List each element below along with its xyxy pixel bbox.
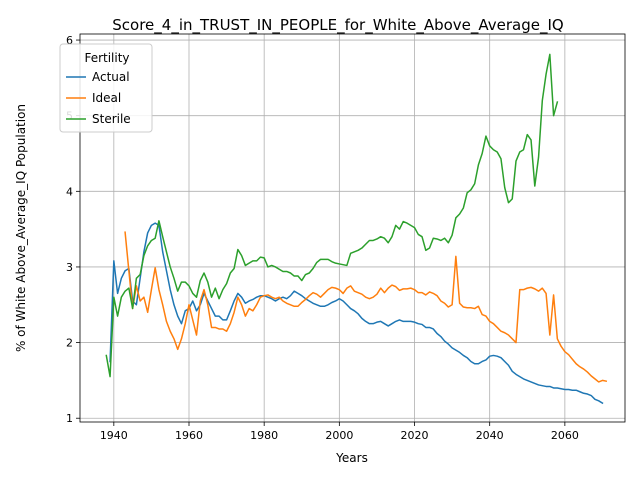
legend-label-actual: Actual <box>92 70 130 84</box>
series-line-actual <box>109 222 604 405</box>
plot-frame <box>79 33 626 423</box>
series-line-sterile <box>105 53 559 378</box>
x-tick-label: 2060 <box>551 429 579 442</box>
y-axis-label: % of White Above_Average_IQ Population <box>14 104 28 352</box>
y-tick-label: 1 <box>66 412 73 425</box>
x-tick-label: 2040 <box>476 429 504 442</box>
legend-title: Fertility <box>84 51 129 65</box>
legend-entries: Actual Ideal Sterile <box>66 70 131 126</box>
x-tick-label: 1940 <box>100 429 128 442</box>
legend-label-ideal: Ideal <box>92 91 121 105</box>
x-tick-label: 1960 <box>175 429 203 442</box>
x-tick-label: 2020 <box>401 429 429 442</box>
y-tick-label: 6 <box>66 34 73 47</box>
x-axis-label: Years <box>335 451 368 465</box>
y-tick-label: 2 <box>66 337 73 350</box>
y-tick-label: 3 <box>66 261 73 274</box>
y-tick-label: 4 <box>66 185 73 198</box>
axis-ticks: 1940196019802000202020402060123456 <box>66 34 579 442</box>
legend-label-sterile: Sterile <box>92 112 131 126</box>
grid <box>80 34 625 422</box>
chart-title: Score_4_in_TRUST_IN_PEOPLE_for_White_Abo… <box>112 16 563 35</box>
series-line-ideal <box>124 231 608 383</box>
legend-box <box>59 43 153 133</box>
series-lines <box>105 53 608 405</box>
x-tick-label: 2000 <box>325 429 353 442</box>
legend: Fertility Actual Ideal Sterile <box>59 43 153 133</box>
x-tick-label: 1980 <box>250 429 278 442</box>
